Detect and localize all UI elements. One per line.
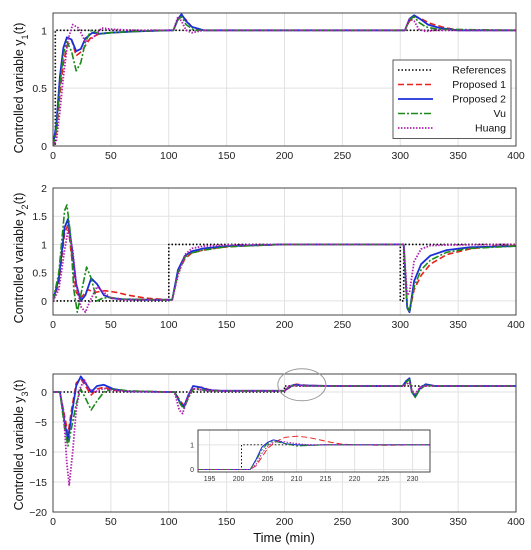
p1-series-huang xyxy=(53,15,516,146)
p1-series-references xyxy=(53,29,516,146)
p3-ytick-label: −15 xyxy=(29,477,47,489)
p3-xtick-label: 250 xyxy=(334,516,352,528)
p1-xtick-label: 100 xyxy=(160,150,178,162)
p2-xtick-label: 100 xyxy=(160,319,178,331)
p1-ytick-label: 0.5 xyxy=(32,83,47,95)
inset-xtick-label: 200 xyxy=(233,476,245,483)
inset-series-vu xyxy=(198,440,430,470)
p3-xtick-label: 50 xyxy=(105,516,117,528)
p1-xtick-label: 150 xyxy=(218,150,236,162)
p2-xtick-label: 300 xyxy=(391,319,409,331)
p3-ytick-label: −5 xyxy=(35,417,47,429)
zoom-marker-ellipse xyxy=(277,368,327,402)
p3-xtick-label: 300 xyxy=(391,516,409,528)
p3-series-proposed-2 xyxy=(53,375,516,441)
p2-xtick-label: 0 xyxy=(50,319,56,331)
p2-series-vu xyxy=(53,204,516,313)
p2-ytick-label: 0.5 xyxy=(32,268,47,280)
p2-xtick-label: 250 xyxy=(334,319,352,331)
p2-series-huang xyxy=(53,229,516,314)
legend: References Proposed 1 Proposed 2 Vu Huang xyxy=(392,59,512,139)
p2-ytick-label: 1.5 xyxy=(32,211,47,223)
inset-xtick-label: 195 xyxy=(204,476,216,483)
inset-zoom: 195 200 205 210 215 220 225 230 0 1 xyxy=(190,429,431,483)
legend-label: Proposed 2 xyxy=(452,94,506,106)
inset-xtick-label: 230 xyxy=(407,476,419,483)
inset-series-huang xyxy=(198,440,430,471)
y3-axis-label: Controlled variable y3(t) xyxy=(12,380,30,511)
inset-axes-frame xyxy=(197,429,431,473)
panel-y1: Controlled variable y1(t) 0 50 100 150 200 25… xyxy=(12,12,525,162)
p2-series-proposed-1 xyxy=(53,223,516,313)
y2-axis-label: Controlled variable y2(t) xyxy=(12,193,30,324)
inset-xtick-label: 220 xyxy=(349,476,361,483)
p1-ytick-label: 0 xyxy=(41,141,47,153)
p2-ytick-label: 1 xyxy=(41,239,47,251)
p3-ytick-label: −10 xyxy=(29,447,47,459)
p2-xtick-label: 50 xyxy=(105,319,117,331)
inset-ytick-label: 1 xyxy=(190,442,194,449)
p3-xtick-label: 350 xyxy=(449,516,467,528)
panel-y2: Controlled variable y2(t) 0 50 100 150 200 25… xyxy=(12,183,525,331)
p3-xtick-label: 100 xyxy=(160,516,178,528)
p2-xtick-label: 350 xyxy=(449,319,467,331)
p1-xtick-label: 350 xyxy=(449,150,467,162)
panel-y3: Controlled variable y3(t) Time (min) 0 50… xyxy=(12,368,525,545)
p3-xtick-label: 200 xyxy=(276,516,294,528)
p3-xtick-label: 150 xyxy=(218,516,236,528)
p2-ytick-label: 0 xyxy=(41,296,47,308)
p2-xtick-label: 400 xyxy=(507,319,525,331)
p1-xtick-label: 400 xyxy=(507,150,525,162)
p1-xtick-label: 0 xyxy=(50,150,56,162)
p1-xtick-label: 50 xyxy=(105,150,117,162)
legend-label: Huang xyxy=(475,123,506,135)
legend-label: Proposed 1 xyxy=(452,79,506,91)
p2-xtick-label: 150 xyxy=(218,319,236,331)
p2-xtick-label: 200 xyxy=(276,319,294,331)
p3-ytick-label: 0 xyxy=(41,387,47,399)
inset-xtick-label: 215 xyxy=(320,476,332,483)
inset-xtick-label: 210 xyxy=(291,476,303,483)
inset-ytick-label: 0 xyxy=(190,467,194,474)
inset-xtick-label: 225 xyxy=(378,476,390,483)
legend-label: Vu xyxy=(494,108,507,120)
p3-series-huang xyxy=(53,379,516,486)
p1-xtick-label: 300 xyxy=(391,150,409,162)
legend-label: References xyxy=(452,65,506,77)
p1-ytick-label: 1 xyxy=(41,25,47,37)
p2-axes-frame xyxy=(52,187,517,316)
y1-axis-label: Controlled variable y1(t) xyxy=(12,23,30,154)
p3-xtick-label: 0 xyxy=(50,516,56,528)
p3-ytick-label: −20 xyxy=(29,507,47,519)
p1-xtick-label: 200 xyxy=(276,150,294,162)
x-axis-label: Time (min) xyxy=(253,530,315,545)
p3-xtick-label: 400 xyxy=(507,516,525,528)
inset-xtick-label: 205 xyxy=(262,476,274,483)
inset-background xyxy=(198,430,430,472)
p1-xtick-label: 250 xyxy=(334,150,352,162)
p2-ytick-label: 2 xyxy=(41,183,47,195)
p1-axes-frame xyxy=(52,12,517,147)
